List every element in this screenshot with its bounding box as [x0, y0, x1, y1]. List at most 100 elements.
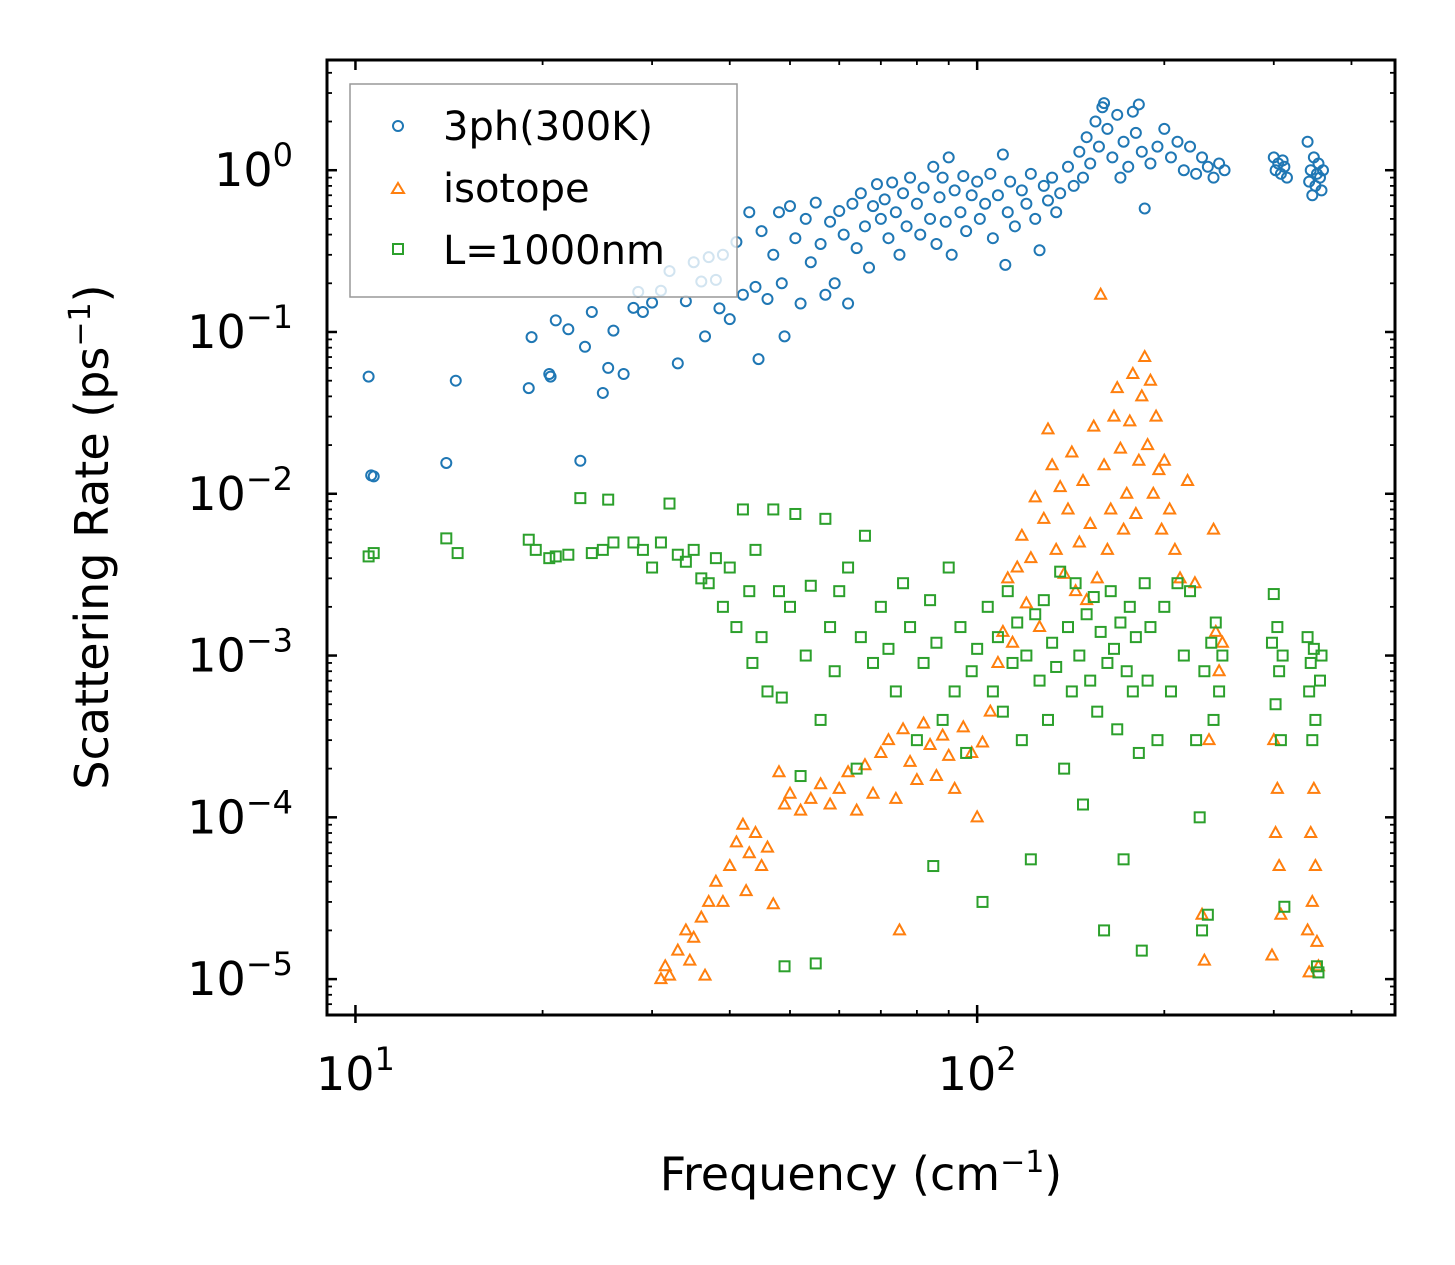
- data-point: [984, 167, 997, 180]
- data-point: [1050, 206, 1063, 219]
- data-point: [1154, 521, 1169, 535]
- data-point: [687, 543, 700, 556]
- data-point: [945, 248, 958, 261]
- data-point: [1032, 618, 1047, 633]
- data-point: [730, 621, 743, 634]
- data-point: [1023, 550, 1039, 564]
- data-point: [1033, 244, 1046, 257]
- data-point: [1033, 674, 1046, 687]
- data-point: [1269, 698, 1282, 711]
- data-point: [1134, 388, 1149, 402]
- data-point: [1138, 577, 1151, 590]
- data-point: [1001, 585, 1014, 598]
- data-point: [682, 952, 698, 966]
- y-tick-label: 10−3: [187, 622, 293, 683]
- data-point: [1015, 734, 1028, 747]
- data-point: [1092, 140, 1105, 153]
- data-point: [1211, 663, 1227, 677]
- data-point: [1098, 924, 1111, 937]
- data-point: [738, 883, 754, 897]
- data-point: [1048, 541, 1064, 555]
- data-point: [1216, 649, 1229, 662]
- data-point: [1100, 541, 1115, 555]
- data-point: [1151, 462, 1167, 476]
- data-point: [999, 258, 1012, 271]
- data-point: [1052, 478, 1068, 493]
- data-point: [888, 790, 904, 804]
- data-point: [947, 780, 962, 794]
- data-point: [870, 178, 883, 191]
- data-point: [1094, 625, 1107, 638]
- data-point: [1135, 145, 1148, 158]
- data-point: [1126, 685, 1139, 698]
- data-point: [1041, 713, 1054, 726]
- data-point: [833, 585, 846, 598]
- data-point: [782, 785, 798, 799]
- data-point: [1193, 811, 1206, 824]
- legend-entry-3ph: 3ph(300K): [392, 104, 653, 150]
- data-point: [789, 507, 802, 520]
- data-point: [735, 816, 751, 830]
- data-point: [671, 357, 684, 370]
- data-point: [1265, 636, 1278, 649]
- data-point: [986, 685, 999, 698]
- data-point: [960, 225, 973, 238]
- data-point: [772, 206, 785, 219]
- data-point: [1069, 577, 1082, 590]
- data-point: [1046, 636, 1059, 649]
- data-point: [809, 957, 822, 970]
- data-point: [767, 503, 780, 516]
- data-point: [1271, 857, 1287, 872]
- data-point: [1304, 656, 1317, 669]
- data-point: [543, 552, 556, 565]
- data-point: [1313, 171, 1326, 184]
- data-point: [671, 548, 684, 561]
- data-point: [743, 206, 756, 219]
- data-point: [1080, 131, 1093, 144]
- y-tick-label: 10−4: [187, 783, 293, 844]
- data-point: [1151, 140, 1164, 153]
- data-point: [1171, 577, 1184, 590]
- data-point: [832, 780, 847, 794]
- data-point: [708, 873, 724, 887]
- data-point: [1301, 631, 1314, 644]
- data-point: [596, 543, 609, 556]
- x-tick-label: 102: [938, 1040, 1017, 1101]
- data-point: [1132, 98, 1145, 111]
- data-point: [697, 967, 713, 981]
- x-axis-label: Frequency (cm−1): [660, 1145, 1063, 1201]
- data-point: [775, 277, 788, 290]
- data-point: [766, 896, 781, 910]
- data-point: [617, 367, 630, 380]
- data-point: [809, 196, 822, 209]
- data-point: [893, 248, 906, 261]
- data-point: [976, 895, 989, 908]
- data-point: [971, 642, 984, 655]
- data-point: [1274, 167, 1287, 180]
- data-point: [867, 200, 880, 213]
- data-point: [965, 189, 978, 202]
- data-point: [1060, 501, 1076, 515]
- data-point: [874, 212, 887, 225]
- data-point: [1205, 636, 1218, 649]
- data-point: [975, 734, 990, 748]
- data-point: [1110, 380, 1125, 394]
- data-point: [986, 232, 999, 245]
- series-0: [362, 97, 1330, 483]
- data-point: [878, 193, 891, 206]
- data-point: [1135, 944, 1148, 957]
- data-point: [574, 454, 587, 467]
- data-point: [1098, 97, 1111, 110]
- data-point: [772, 585, 785, 598]
- data-point: [1111, 108, 1124, 121]
- y-tick-label: 10−2: [187, 460, 293, 521]
- data-point: [897, 187, 910, 200]
- data-point: [549, 550, 562, 563]
- data-point: [1137, 348, 1152, 363]
- data-point: [1058, 762, 1071, 775]
- data-point: [549, 314, 562, 327]
- data-point: [544, 370, 557, 383]
- legend-entry-l1000nm: L=1000nm: [392, 228, 665, 274]
- data-point: [1036, 510, 1051, 524]
- data-point: [636, 305, 649, 318]
